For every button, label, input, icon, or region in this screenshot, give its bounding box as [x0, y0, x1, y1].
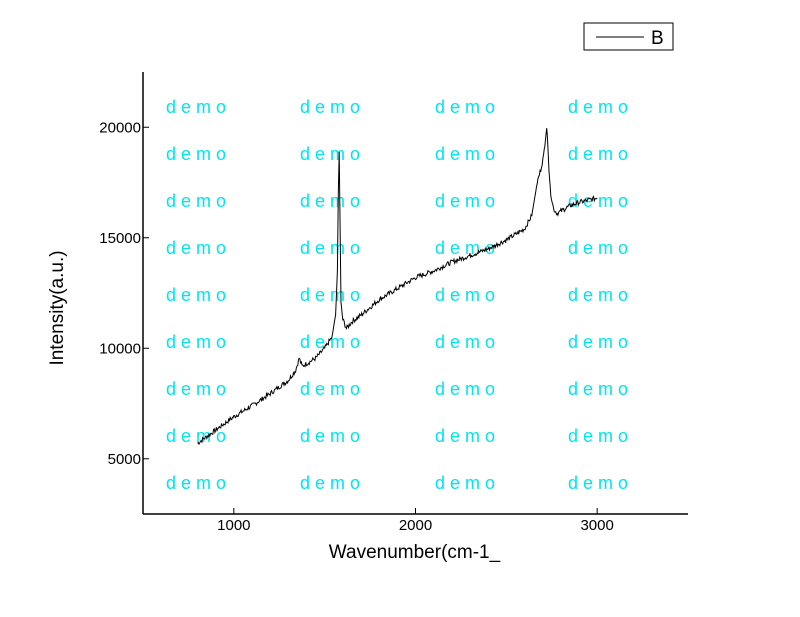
- watermark-text: demo: [166, 332, 231, 352]
- watermark-text: demo: [300, 144, 365, 164]
- watermark-text: demo: [300, 473, 365, 493]
- watermark-text: demo: [166, 97, 231, 117]
- watermark-layer: demo demo demo demo demo demo demo demo demo demo…: [166, 97, 633, 493]
- watermark-text: demo: [568, 97, 633, 117]
- watermark-text: demo: [300, 332, 365, 352]
- watermark-text: demo: [435, 426, 500, 446]
- series-layer: [197, 128, 598, 446]
- watermark-text: demo: [166, 379, 231, 399]
- watermark-text: demo: [435, 285, 500, 305]
- watermark-text: demo: [568, 332, 633, 352]
- watermark-text: demo: [435, 332, 500, 352]
- watermark-text: demo: [300, 285, 365, 305]
- y-axis-label: Intensity(a.u.): [47, 250, 68, 365]
- watermark-text: demo: [568, 379, 633, 399]
- watermark-text: demo: [435, 238, 500, 258]
- watermark-text: demo: [300, 238, 365, 258]
- watermark-text: demo: [166, 238, 231, 258]
- watermark-text: demo: [435, 97, 500, 117]
- x-tick-label: 1000: [217, 517, 250, 534]
- watermark-text: demo: [435, 144, 500, 164]
- watermark-text: demo: [435, 473, 500, 493]
- watermark-text: demo: [300, 379, 365, 399]
- y-tick-label: 20000: [99, 119, 141, 136]
- watermark-text: demo: [568, 426, 633, 446]
- watermark-text: demo: [166, 285, 231, 305]
- watermark-text: demo: [435, 191, 500, 211]
- watermark-text: demo: [166, 473, 231, 493]
- watermark-text: demo: [568, 144, 633, 164]
- watermark-text: demo: [166, 426, 231, 446]
- y-tick-label: 5000: [108, 451, 141, 468]
- legend-entry-label: B: [651, 28, 664, 49]
- watermark-text: demo: [300, 97, 365, 117]
- watermark-text: demo: [300, 191, 365, 211]
- legend: B: [583, 22, 674, 51]
- x-tick-label: 3000: [580, 517, 613, 534]
- watermark-text: demo: [166, 144, 231, 164]
- x-tick-label: 2000: [399, 517, 432, 534]
- watermark-text: demo: [568, 285, 633, 305]
- watermark-text: demo: [568, 473, 633, 493]
- watermark-text: demo: [166, 191, 231, 211]
- x-axis-label: Wavenumber(cm-1_: [329, 542, 501, 563]
- y-tick-label: 10000: [99, 340, 141, 357]
- series-line-B: [197, 128, 598, 446]
- watermark-text: demo: [435, 379, 500, 399]
- watermark-text: demo: [300, 426, 365, 446]
- watermark-text: demo: [568, 238, 633, 258]
- y-tick-label: 15000: [99, 230, 141, 247]
- watermark-text: demo: [568, 191, 633, 211]
- tick-layer: 1000 2000 3000 5000 10000 15000 20000: [99, 119, 614, 534]
